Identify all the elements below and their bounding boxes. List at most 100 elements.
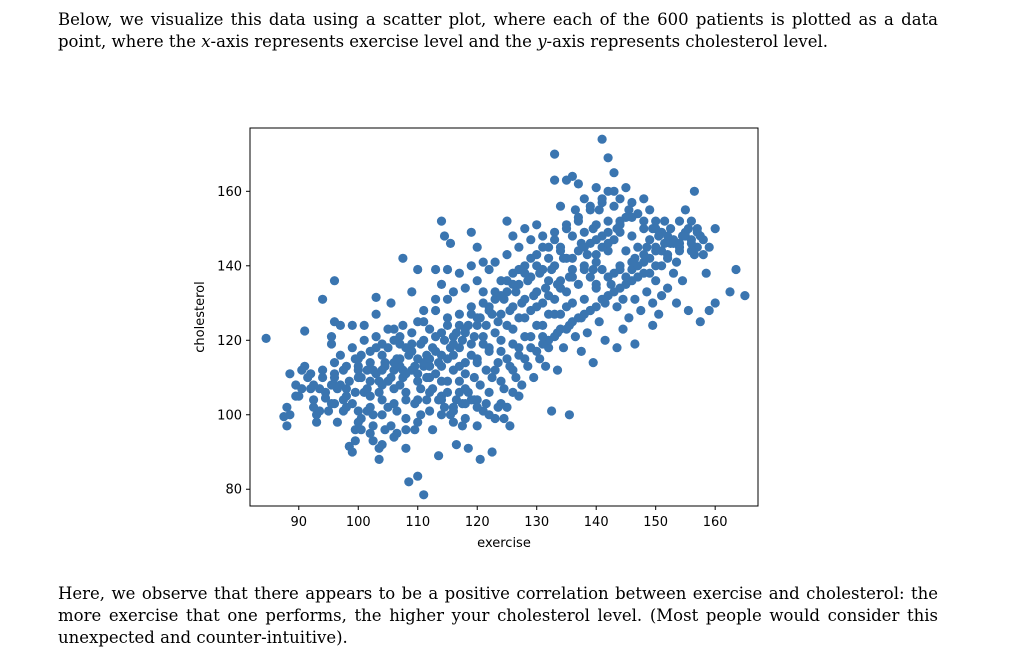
x-tick-label: 110	[405, 515, 430, 530]
data-point	[555, 242, 566, 252]
data-point	[401, 395, 411, 405]
data-point	[291, 380, 301, 390]
data-point	[567, 317, 578, 327]
data-point	[368, 421, 378, 431]
data-point	[612, 224, 622, 234]
data-point	[439, 231, 450, 241]
data-point	[544, 242, 554, 252]
data-point	[484, 305, 494, 316]
data-point	[309, 395, 319, 405]
data-point	[552, 328, 563, 338]
data-point	[365, 346, 375, 356]
data-point	[555, 324, 566, 334]
data-point	[600, 298, 610, 308]
data-point	[511, 287, 521, 297]
data-point	[496, 276, 506, 286]
data-point	[431, 346, 441, 356]
data-point	[490, 413, 500, 424]
intro-text-b: -axis represents exercise level and the	[210, 32, 538, 51]
data-point	[561, 175, 572, 185]
data-point	[326, 332, 337, 342]
data-point	[573, 313, 584, 323]
data-point	[371, 309, 381, 319]
data-point	[309, 402, 319, 412]
data-point	[413, 376, 423, 386]
data-point	[538, 298, 548, 308]
data-point	[651, 242, 661, 252]
data-point	[621, 279, 631, 289]
data-point	[425, 387, 435, 397]
data-point	[484, 346, 494, 356]
data-point	[517, 380, 527, 390]
data-point	[600, 335, 610, 345]
data-point	[561, 220, 572, 230]
data-point	[633, 261, 643, 271]
data-point	[550, 261, 560, 271]
data-point	[422, 395, 432, 405]
data-point	[692, 227, 702, 237]
data-point	[344, 376, 354, 386]
x-tick-label: 120	[465, 515, 490, 530]
x-tick-label: 150	[643, 515, 668, 530]
data-point	[454, 320, 464, 330]
data-point	[674, 216, 685, 226]
data-point	[442, 294, 453, 304]
data-point	[439, 335, 450, 345]
data-point	[401, 369, 411, 379]
data-point	[428, 343, 438, 353]
data-point	[395, 332, 405, 342]
data-point	[564, 320, 575, 330]
data-point	[419, 358, 429, 368]
data-point	[466, 350, 476, 360]
data-point	[618, 324, 628, 334]
data-point	[434, 451, 444, 461]
data-point	[466, 339, 476, 349]
data-point	[312, 417, 322, 427]
data-point	[552, 279, 563, 289]
data-point	[597, 264, 607, 275]
data-point	[692, 224, 702, 234]
data-point	[359, 387, 369, 397]
data-point	[597, 134, 607, 144]
data-point	[615, 227, 625, 237]
data-point	[680, 231, 691, 241]
data-point	[386, 298, 396, 308]
data-point	[335, 320, 345, 330]
data-point	[341, 391, 351, 401]
data-point	[282, 402, 292, 412]
data-point	[425, 354, 435, 364]
data-point	[538, 231, 548, 241]
data-point	[555, 283, 566, 293]
data-point	[535, 268, 545, 278]
data-point	[454, 387, 464, 397]
data-point	[294, 391, 304, 401]
data-point	[603, 291, 613, 301]
data-point	[603, 272, 613, 282]
data-point	[413, 395, 423, 405]
data-point	[460, 369, 470, 379]
data-point	[502, 320, 512, 330]
data-point	[654, 231, 664, 241]
data-point	[651, 224, 661, 234]
data-point	[347, 399, 357, 409]
data-point	[478, 339, 488, 349]
data-point	[526, 343, 536, 353]
data-point	[704, 242, 714, 252]
data-point	[371, 369, 381, 379]
data-point	[639, 257, 649, 267]
data-point	[389, 365, 399, 375]
data-point	[365, 428, 375, 438]
data-point	[657, 261, 667, 271]
data-point	[523, 276, 533, 286]
data-point	[689, 250, 700, 260]
data-point	[526, 305, 536, 316]
data-point	[285, 410, 295, 420]
data-point	[353, 372, 363, 383]
data-point	[362, 406, 372, 416]
data-point	[419, 305, 429, 316]
data-point	[472, 395, 482, 405]
data-point	[585, 238, 595, 248]
data-point	[413, 471, 423, 481]
data-point	[550, 227, 560, 237]
data-point	[621, 246, 631, 256]
